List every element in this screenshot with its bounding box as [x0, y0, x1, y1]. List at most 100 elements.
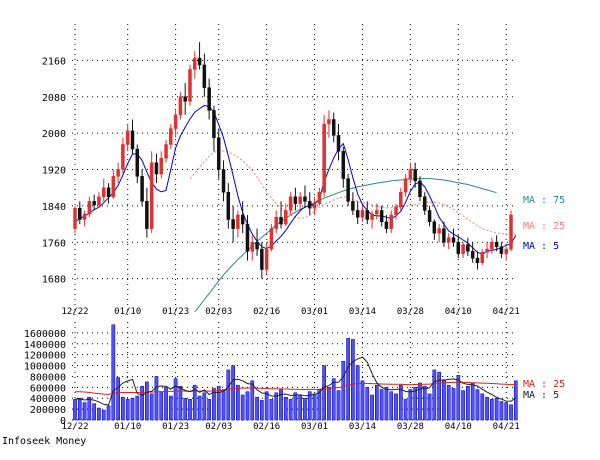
volume-y-tick-label: 1200000	[24, 351, 66, 362]
candle-body	[260, 248, 264, 270]
candle-body	[274, 216, 278, 229]
candle-body	[188, 69, 192, 102]
candle	[336, 124, 341, 161]
candle	[470, 242, 475, 263]
candle	[279, 201, 283, 229]
volume-bar	[82, 402, 87, 421]
candle-body	[442, 228, 446, 243]
candle	[451, 228, 456, 247]
candle-body	[365, 210, 370, 220]
volume-bar	[212, 388, 216, 421]
volume-bar	[188, 399, 192, 421]
price-y-tick-label: 1920	[42, 166, 66, 177]
candle	[135, 144, 140, 184]
volume-bar	[159, 391, 164, 421]
candle-body	[264, 248, 269, 270]
candle-body	[480, 252, 485, 263]
footer-credit: Infoseek Money	[2, 436, 86, 447]
volume-bar	[283, 396, 288, 421]
price-x-tick-label: 03/01	[301, 307, 328, 317]
candle	[475, 251, 480, 270]
volume-grid	[72, 322, 514, 421]
volume-bar	[216, 385, 221, 421]
volume-bar	[173, 378, 178, 421]
candle	[509, 210, 513, 252]
volume-x-tick-label: 03/14	[349, 422, 376, 432]
candle	[293, 187, 298, 211]
candle	[173, 110, 178, 138]
volume-bar	[475, 389, 480, 421]
candle-body	[78, 207, 82, 220]
candle	[149, 151, 154, 234]
volume-y-tick-label: 1600000	[24, 329, 66, 340]
candle	[341, 146, 346, 188]
candle-body	[73, 207, 77, 229]
volume-bar	[149, 393, 154, 421]
volume-bar	[125, 399, 130, 421]
volume-bar	[192, 384, 197, 421]
volume-bar	[370, 394, 374, 421]
candle-body	[226, 191, 231, 220]
candle-body	[173, 114, 178, 129]
volume-bar	[231, 365, 235, 421]
volume-bar	[509, 404, 513, 421]
candle-body	[423, 196, 427, 211]
candle-body	[308, 201, 312, 209]
volume-x-tick-label: 12/22	[61, 422, 88, 432]
candle	[379, 205, 384, 227]
volume-bar	[293, 392, 298, 421]
volume-bar	[226, 369, 231, 421]
price-x-tick-label: 04/10	[445, 307, 472, 317]
candle	[317, 187, 322, 206]
candle	[188, 64, 192, 106]
volume-y-tick-label: 400000	[30, 394, 66, 405]
candle-body	[207, 87, 211, 111]
price-x-tick-label: 01/23	[162, 307, 189, 317]
candle-body	[475, 257, 480, 263]
volume-x-tick-label: 03/01	[301, 422, 328, 432]
volume-bar	[427, 393, 432, 421]
candle-body	[97, 196, 101, 206]
volume-bar	[389, 391, 394, 421]
volume-bar	[499, 401, 504, 421]
candle	[322, 114, 326, 197]
candle	[375, 203, 379, 220]
candle	[183, 83, 187, 115]
candle	[308, 192, 312, 215]
volume-bar	[250, 380, 255, 421]
volume-y-tick-label: 200000	[30, 405, 66, 416]
candle-body	[212, 110, 216, 138]
candle-body	[336, 135, 341, 152]
candle	[446, 233, 451, 250]
candle	[394, 203, 398, 220]
candle-body	[504, 248, 508, 254]
volume-bar	[154, 376, 159, 421]
candle	[370, 210, 374, 229]
candle	[240, 201, 245, 234]
volume-bar	[403, 399, 408, 421]
candle	[197, 42, 202, 70]
volume-bar	[451, 388, 456, 421]
candle-body	[197, 57, 202, 66]
volume-bar	[346, 338, 350, 421]
candle-body	[499, 246, 504, 254]
candle	[130, 119, 135, 154]
candle	[101, 178, 106, 202]
candle-body	[231, 219, 235, 229]
candle	[327, 110, 331, 138]
candle	[360, 205, 365, 222]
candle	[92, 194, 96, 211]
volume-bar	[422, 385, 427, 421]
price-x-tick-label: 12/22	[61, 307, 88, 317]
volume-bar	[236, 384, 240, 421]
candle-body	[317, 191, 322, 204]
candle-body	[331, 119, 336, 136]
volume-bar	[322, 365, 326, 421]
candle	[178, 92, 183, 120]
candle-body	[432, 221, 437, 234]
candle-body	[384, 221, 389, 229]
candle-body	[111, 176, 116, 198]
volume-bar	[130, 397, 135, 421]
candle-body	[346, 178, 350, 202]
